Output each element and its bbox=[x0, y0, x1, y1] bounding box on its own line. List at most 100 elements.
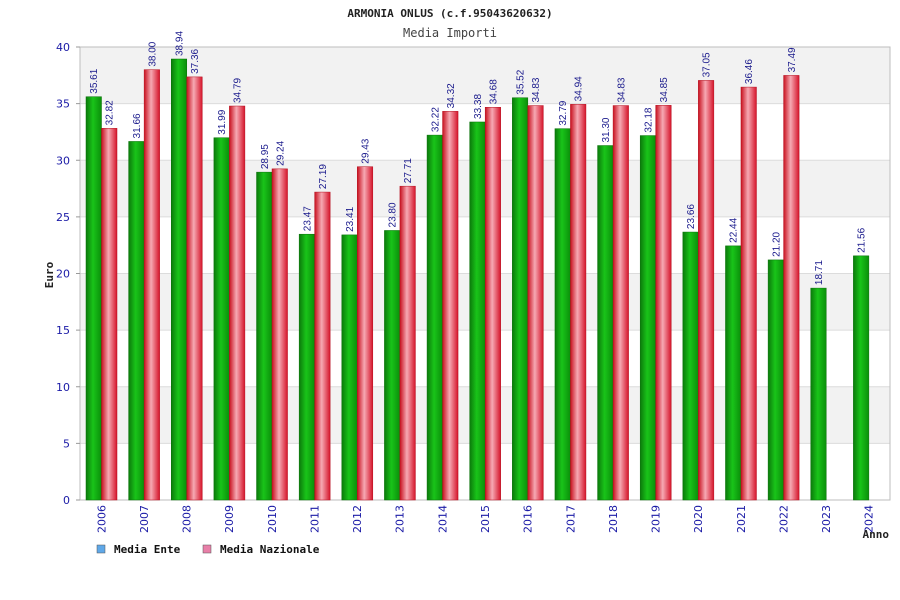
data-label: 35.52 bbox=[516, 69, 527, 94]
data-label: 31.66 bbox=[132, 113, 143, 138]
data-label: 37.49 bbox=[787, 47, 798, 72]
legend-swatch-media-ente bbox=[96, 544, 106, 554]
bar-media-nazionale bbox=[783, 75, 800, 501]
x-tick-label: 2009 bbox=[223, 505, 236, 533]
bar-media-nazionale bbox=[570, 104, 587, 501]
data-label: 38.94 bbox=[175, 31, 186, 56]
bar-media-ente bbox=[512, 97, 529, 501]
bar-media-nazionale bbox=[271, 168, 288, 501]
data-label: 34.83 bbox=[616, 77, 627, 102]
y-tick-label: 0 bbox=[63, 494, 70, 507]
y-tick-label: 35 bbox=[56, 98, 70, 111]
bar-media-nazionale bbox=[442, 111, 459, 501]
data-label: 29.43 bbox=[361, 138, 372, 163]
bar-media-ente bbox=[469, 121, 486, 501]
y-tick-label: 20 bbox=[56, 268, 70, 281]
bar-media-ente bbox=[341, 234, 358, 501]
data-label: 34.68 bbox=[488, 79, 499, 104]
y-tick-label: 5 bbox=[63, 437, 70, 450]
x-tick-label: 2018 bbox=[607, 505, 620, 533]
x-tick-label: 2023 bbox=[820, 505, 833, 533]
x-tick-label: 2008 bbox=[181, 505, 194, 533]
x-tick-label: 2022 bbox=[777, 505, 790, 533]
x-tick-label: 2016 bbox=[522, 505, 535, 533]
x-tick-label: 2017 bbox=[564, 505, 577, 533]
data-label: 34.94 bbox=[574, 76, 585, 101]
x-tick-label: 2006 bbox=[95, 505, 108, 533]
data-label: 34.79 bbox=[233, 78, 244, 103]
data-label: 36.46 bbox=[744, 59, 755, 84]
bar-media-nazionale bbox=[314, 191, 331, 501]
bar-media-ente bbox=[767, 259, 784, 501]
x-tick-label: 2012 bbox=[351, 505, 364, 533]
x-tick-label: 2011 bbox=[308, 505, 321, 533]
data-label: 28.95 bbox=[260, 144, 271, 169]
legend: Media Ente Media Nazionale bbox=[96, 543, 320, 556]
data-label: 32.79 bbox=[558, 100, 569, 125]
bar-media-nazionale bbox=[101, 128, 118, 501]
data-label: 23.41 bbox=[345, 206, 356, 231]
data-label: 27.19 bbox=[318, 164, 329, 189]
bar-media-ente bbox=[554, 128, 571, 501]
x-tick-label: 2019 bbox=[650, 505, 663, 533]
bar-media-ente bbox=[725, 245, 742, 501]
bar-media-nazionale bbox=[655, 105, 672, 501]
data-label: 27.71 bbox=[403, 158, 414, 183]
bar-media-ente bbox=[85, 96, 102, 501]
bar-media-nazionale bbox=[229, 105, 246, 501]
bar-media-nazionale bbox=[612, 105, 629, 501]
x-tick-label: 2010 bbox=[266, 505, 279, 533]
y-tick-label: 10 bbox=[56, 381, 70, 394]
data-label: 31.30 bbox=[601, 117, 612, 142]
bar-media-ente bbox=[128, 141, 145, 501]
data-label: 32.22 bbox=[430, 107, 441, 132]
x-tick-label: 2014 bbox=[436, 505, 449, 533]
bar-media-nazionale bbox=[484, 106, 501, 501]
data-label: 34.85 bbox=[659, 77, 670, 102]
data-label: 18.71 bbox=[814, 260, 825, 285]
data-label: 33.38 bbox=[473, 94, 484, 119]
chart-title: ARMONIA ONLUS (c.f.95043620632) bbox=[347, 7, 552, 20]
x-tick-label: 2015 bbox=[479, 505, 492, 533]
y-axis-label: Euro bbox=[43, 261, 56, 288]
legend-swatch-media-nazionale bbox=[202, 544, 212, 554]
x-tick-label: 2013 bbox=[394, 505, 407, 533]
bar-media-nazionale bbox=[143, 69, 160, 501]
data-label: 21.20 bbox=[771, 231, 782, 256]
y-tick-label: 15 bbox=[56, 324, 70, 337]
legend-item-media-ente: Media Ente bbox=[96, 543, 181, 556]
bar-media-nazionale bbox=[698, 80, 715, 501]
data-label: 35.61 bbox=[89, 68, 100, 93]
x-tick-label: 2021 bbox=[735, 505, 748, 533]
data-label: 37.36 bbox=[190, 48, 201, 73]
data-label: 32.18 bbox=[643, 107, 654, 132]
data-label: 29.24 bbox=[275, 140, 286, 165]
chart-subtitle: Media Importi bbox=[403, 26, 497, 40]
x-tick-label: 2024 bbox=[863, 505, 876, 533]
bar-media-ente bbox=[682, 231, 699, 501]
data-label: 31.99 bbox=[217, 109, 228, 134]
legend-label-media-nazionale: Media Nazionale bbox=[220, 543, 320, 556]
bar-media-ente bbox=[853, 255, 870, 501]
bar-media-nazionale bbox=[527, 105, 544, 501]
y-tick-label: 30 bbox=[56, 154, 70, 167]
bar-media-ente bbox=[298, 233, 315, 501]
value-labels: 35.61 32.82 31.66 38.00 38.94 37.36 31.99 34.79… bbox=[89, 31, 867, 286]
bar-media-nazionale bbox=[740, 86, 757, 501]
bar-media-ente bbox=[384, 230, 401, 501]
y-axis-ticks: 0 5 10 15 20 25 30 35 40 bbox=[56, 41, 80, 507]
data-label: 32.82 bbox=[105, 100, 116, 125]
y-tick-label: 25 bbox=[56, 211, 70, 224]
data-label: 37.05 bbox=[702, 52, 713, 77]
x-axis-ticks: 2006 2007 2008 2009 2010 2011 2012 2013 2014 2015… bbox=[95, 505, 875, 533]
bar-media-ente bbox=[810, 287, 827, 501]
bar-media-ente bbox=[426, 134, 443, 501]
bar-media-ente bbox=[597, 145, 614, 501]
bar-media-nazionale bbox=[357, 166, 374, 501]
data-label: 23.47 bbox=[302, 206, 313, 231]
data-label: 23.80 bbox=[388, 202, 399, 227]
bar-media-ente bbox=[213, 137, 230, 501]
bar-media-nazionale bbox=[186, 76, 203, 501]
x-tick-label: 2020 bbox=[692, 505, 705, 533]
